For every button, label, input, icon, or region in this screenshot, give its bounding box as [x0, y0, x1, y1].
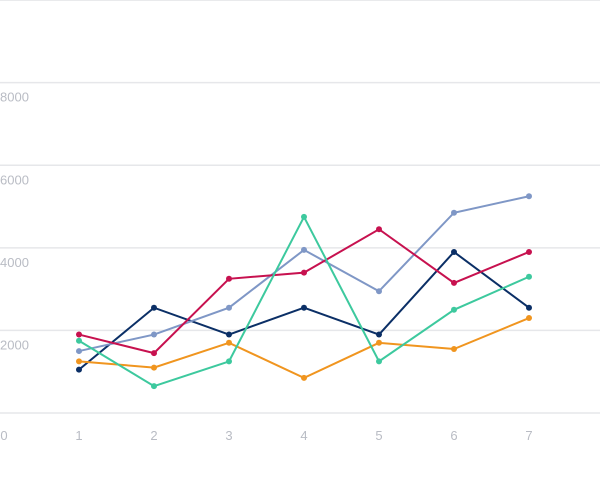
- x-tick-label: 4: [300, 428, 307, 443]
- data-point: [151, 331, 157, 338]
- series-2: [76, 193, 532, 355]
- x-tick-label: 2: [150, 428, 157, 443]
- data-point: [151, 350, 157, 357]
- series-line: [78, 214, 530, 388]
- y-axis-ticks: 2000 4000 6000 8000: [0, 90, 29, 353]
- series-5: [76, 213, 532, 390]
- data-point: [526, 248, 532, 255]
- data-point: [76, 348, 82, 355]
- x-axis-ticks: 0 1 2 3 4 5 6 7: [0, 428, 532, 443]
- data-point: [376, 331, 382, 338]
- data-point: [376, 358, 382, 365]
- series-group: [76, 193, 532, 390]
- data-point: [526, 193, 532, 200]
- data-point: [451, 306, 457, 313]
- data-point: [301, 304, 307, 311]
- data-point: [526, 304, 532, 311]
- data-point: [451, 248, 457, 255]
- data-point: [76, 331, 82, 338]
- x-tick-label: 3: [225, 428, 232, 443]
- data-point: [76, 358, 82, 365]
- data-point: [451, 209, 457, 216]
- data-point: [226, 275, 232, 282]
- x-tick-label: 6: [450, 428, 457, 443]
- x-tick-label: 0: [0, 428, 7, 443]
- data-point: [376, 288, 382, 295]
- series-line: [78, 317, 530, 380]
- data-point: [301, 269, 307, 276]
- data-point: [226, 339, 232, 346]
- y-tick-label: 6000: [0, 172, 29, 187]
- data-point: [376, 339, 382, 346]
- series-3: [76, 226, 532, 357]
- y-tick-label: 8000: [0, 90, 29, 105]
- data-point: [526, 315, 532, 322]
- data-point: [451, 346, 457, 353]
- data-point: [301, 246, 307, 253]
- y-tick-label: 4000: [0, 255, 29, 270]
- data-point: [301, 213, 307, 220]
- series-4: [76, 315, 532, 381]
- data-point: [376, 226, 382, 233]
- data-point: [526, 273, 532, 280]
- grid-lines: [0, 0, 600, 414]
- data-point: [226, 304, 232, 311]
- data-point: [151, 364, 157, 371]
- data-point: [226, 331, 232, 338]
- data-point: [76, 366, 82, 373]
- data-point: [301, 374, 307, 381]
- data-point: [151, 383, 157, 390]
- data-point: [76, 337, 82, 344]
- data-point: [451, 279, 457, 286]
- x-tick-label: 5: [375, 428, 382, 443]
- data-point: [151, 304, 157, 311]
- y-tick-label: 2000: [0, 337, 29, 352]
- data-point: [226, 358, 232, 365]
- x-tick-label: 1: [75, 428, 82, 443]
- x-tick-label: 7: [525, 428, 532, 443]
- series-1: [76, 248, 532, 373]
